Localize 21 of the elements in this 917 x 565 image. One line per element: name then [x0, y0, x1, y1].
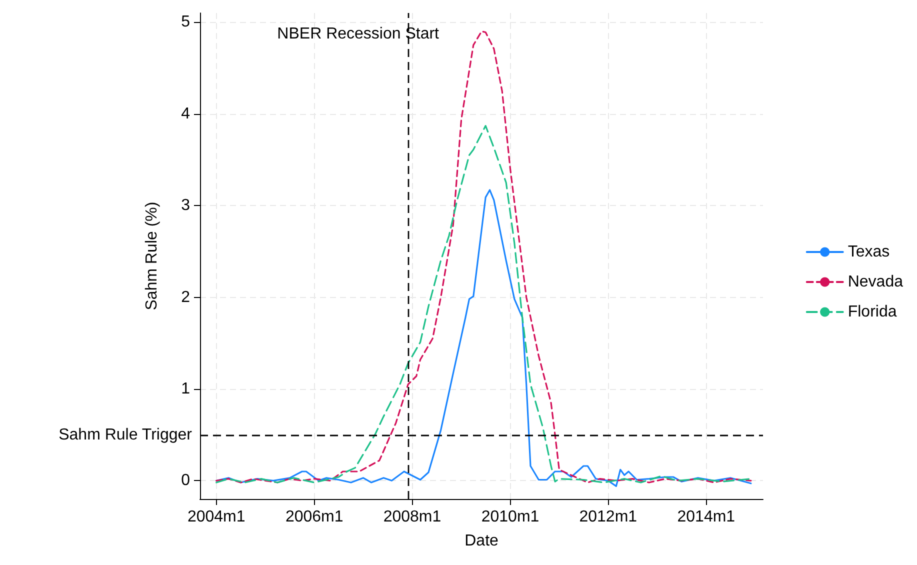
x-tick-label: 2006m1 [285, 508, 344, 526]
x-tick-label: 2010m1 [481, 508, 540, 526]
ref-line-label: NBER Recession Start [277, 26, 440, 42]
line-series [216, 124, 752, 484]
x-tick-label: 2004m1 [187, 508, 246, 526]
legend-label: Texas [848, 244, 890, 260]
x-tick-label: 2008m1 [383, 508, 442, 526]
legend-label: Nevada [848, 274, 904, 290]
y-tick-label: 3 [181, 197, 190, 214]
legend-label: Florida [848, 304, 897, 320]
x-tick-label: 2012m1 [579, 508, 638, 526]
y-tick-label: 2 [181, 288, 190, 306]
x-axis-title: Date [464, 532, 498, 550]
y-tick-label: 0 [181, 472, 190, 490]
y-tick-label: 5 [181, 14, 190, 31]
line-series [216, 189, 752, 487]
y-tick-label: 4 [181, 105, 190, 122]
y-axis-title: Sahm Rule (%) [144, 202, 160, 310]
ref-line-label: Sahm Rule Trigger [58, 426, 193, 444]
y-tick-label: 1 [181, 380, 190, 398]
x-tick-label: 2014m1 [677, 508, 736, 526]
